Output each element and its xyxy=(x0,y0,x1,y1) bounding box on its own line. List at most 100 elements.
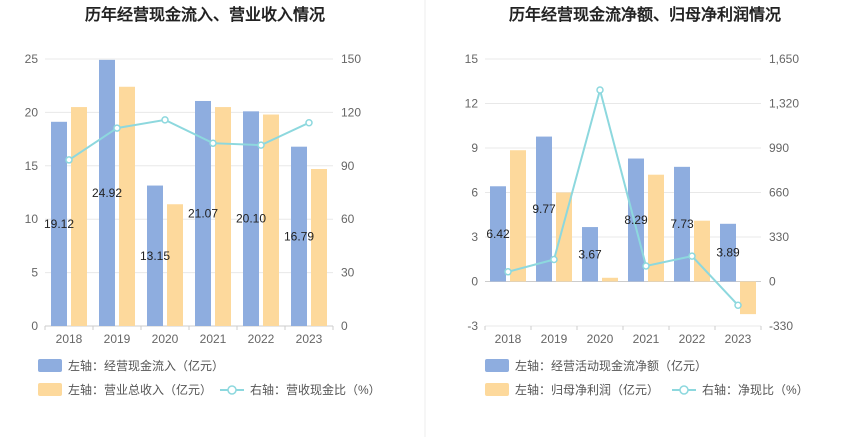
bar-primary xyxy=(51,121,67,326)
y-right-tick-label: 330 xyxy=(769,230,789,244)
legend-swatch xyxy=(38,359,62,372)
legend-line-marker xyxy=(227,385,237,395)
bar-primary xyxy=(147,185,163,326)
data-label: 24.92 xyxy=(92,186,122,200)
y-left-tick-label: 25 xyxy=(25,52,39,66)
y-right-tick-label: 1,650 xyxy=(769,52,799,66)
bar-secondary xyxy=(694,220,710,282)
series-line xyxy=(507,86,739,306)
x-tick-label: 2020 xyxy=(587,332,614,346)
data-label: 13.15 xyxy=(140,249,170,263)
line-point xyxy=(550,255,558,264)
x-tick-label: 2022 xyxy=(248,332,275,346)
bar-secondary xyxy=(648,174,664,282)
legend-label[interactable]: 左轴：经营活动现金流净额（亿元） xyxy=(515,358,707,373)
y-right-tick-label: -330 xyxy=(769,319,793,333)
y-right-tick-label: 0 xyxy=(341,319,348,333)
y-right-tick-label: 90 xyxy=(341,159,355,173)
legend-label[interactable]: 左轴：归母净利润（亿元） xyxy=(515,382,659,397)
bar-primary xyxy=(99,59,115,326)
legend-line-marker xyxy=(679,385,689,395)
line-point xyxy=(113,124,121,132)
x-tick-label: 2019 xyxy=(541,332,568,346)
bar-secondary xyxy=(311,169,327,326)
y-right-tick-label: 0 xyxy=(769,275,776,289)
legend-swatch xyxy=(485,383,509,396)
line-point xyxy=(504,268,512,276)
y-left-tick-label: 9 xyxy=(471,141,478,155)
x-tick-label: 2018 xyxy=(56,332,83,346)
y-right-tick-label: 150 xyxy=(341,52,361,66)
legend-swatch xyxy=(485,359,509,372)
x-tick-label: 2023 xyxy=(725,332,752,346)
bar-secondary xyxy=(263,114,279,326)
line-point xyxy=(209,139,217,147)
legend-label[interactable]: 右轴：营收现金比（%） xyxy=(250,382,381,397)
line-point xyxy=(161,116,169,124)
x-tick-label: 2022 xyxy=(679,332,706,346)
line-point xyxy=(257,141,265,149)
y-right-tick-label: 1,320 xyxy=(769,97,799,111)
y-left-tick-label: 15 xyxy=(25,159,39,173)
bar-primary xyxy=(291,146,307,326)
chart-title: 历年经营现金流净额、归母净利润情况 xyxy=(509,5,781,24)
legend-label[interactable]: 右轴：净现比（%） xyxy=(702,382,809,397)
legend-label[interactable]: 左轴：营业总收入（亿元） xyxy=(68,382,212,397)
chart-cash-inflow-revenue: 历年经营现金流入、营业收入情况 0 0 5 30 10 60 15 90 20 120 25 150 20… xyxy=(25,5,381,397)
bar-primary xyxy=(582,227,598,282)
x-tick-label: 2019 xyxy=(104,332,131,346)
y-left-tick-label: -3 xyxy=(467,319,478,333)
y-left-tick-label: 0 xyxy=(31,319,38,333)
y-right-tick-label: 120 xyxy=(341,105,361,119)
x-tick-label: 2023 xyxy=(296,332,323,346)
data-label: 3.67 xyxy=(578,247,602,261)
y-left-tick-label: 3 xyxy=(471,230,478,244)
y-left-tick-label: 10 xyxy=(25,212,39,226)
y-right-tick-label: 30 xyxy=(341,266,355,280)
data-label: 7.73 xyxy=(670,217,694,231)
x-tick-label: 2020 xyxy=(152,332,179,346)
bar-secondary xyxy=(215,107,231,326)
line-point xyxy=(596,86,604,94)
x-tick-label: 2021 xyxy=(200,332,227,346)
bar-primary xyxy=(490,186,506,282)
line-point xyxy=(688,252,696,260)
line-point xyxy=(305,118,313,127)
chart-net-cash-profit: 历年经营现金流净额、归母净利润情况 -3 -330 0 0 3 330 6 660 9 990 12 1… xyxy=(465,5,809,397)
y-left-tick-label: 15 xyxy=(465,52,479,66)
bar-secondary xyxy=(740,281,756,315)
bar-secondary xyxy=(556,192,572,282)
data-label: 3.89 xyxy=(716,246,740,260)
data-label: 20.10 xyxy=(236,212,266,226)
y-left-tick-label: 20 xyxy=(25,105,39,119)
bar-secondary xyxy=(71,107,87,326)
y-right-tick-label: 60 xyxy=(341,212,355,226)
x-tick-label: 2018 xyxy=(495,332,522,346)
bar-primary xyxy=(195,100,211,326)
data-label: 19.12 xyxy=(44,217,74,231)
line-point xyxy=(642,262,650,270)
x-tick-label: 2021 xyxy=(633,332,660,346)
data-label: 21.07 xyxy=(188,206,218,220)
line-point xyxy=(65,156,73,164)
data-label: 16.79 xyxy=(284,229,314,243)
legend-swatch xyxy=(38,383,62,396)
legend-label[interactable]: 左轴：经营现金流入（亿元） xyxy=(68,358,224,373)
y-left-tick-label: 5 xyxy=(31,266,38,280)
y-left-tick-label: 12 xyxy=(465,97,479,111)
bar-secondary xyxy=(602,277,618,282)
y-right-tick-label: 660 xyxy=(769,186,789,200)
data-label: 6.42 xyxy=(486,227,510,241)
line-point xyxy=(734,301,742,309)
y-left-tick-label: 6 xyxy=(471,186,478,200)
bar-primary xyxy=(536,136,552,282)
y-right-tick-label: 990 xyxy=(769,141,789,155)
bar-primary xyxy=(720,223,736,282)
bar-primary xyxy=(243,111,259,326)
chart-title: 历年经营现金流入、营业收入情况 xyxy=(85,5,325,24)
bar-secondary xyxy=(510,150,526,282)
bar-secondary xyxy=(119,86,135,326)
data-label: 9.77 xyxy=(532,202,556,216)
y-left-tick-label: 0 xyxy=(471,275,478,289)
